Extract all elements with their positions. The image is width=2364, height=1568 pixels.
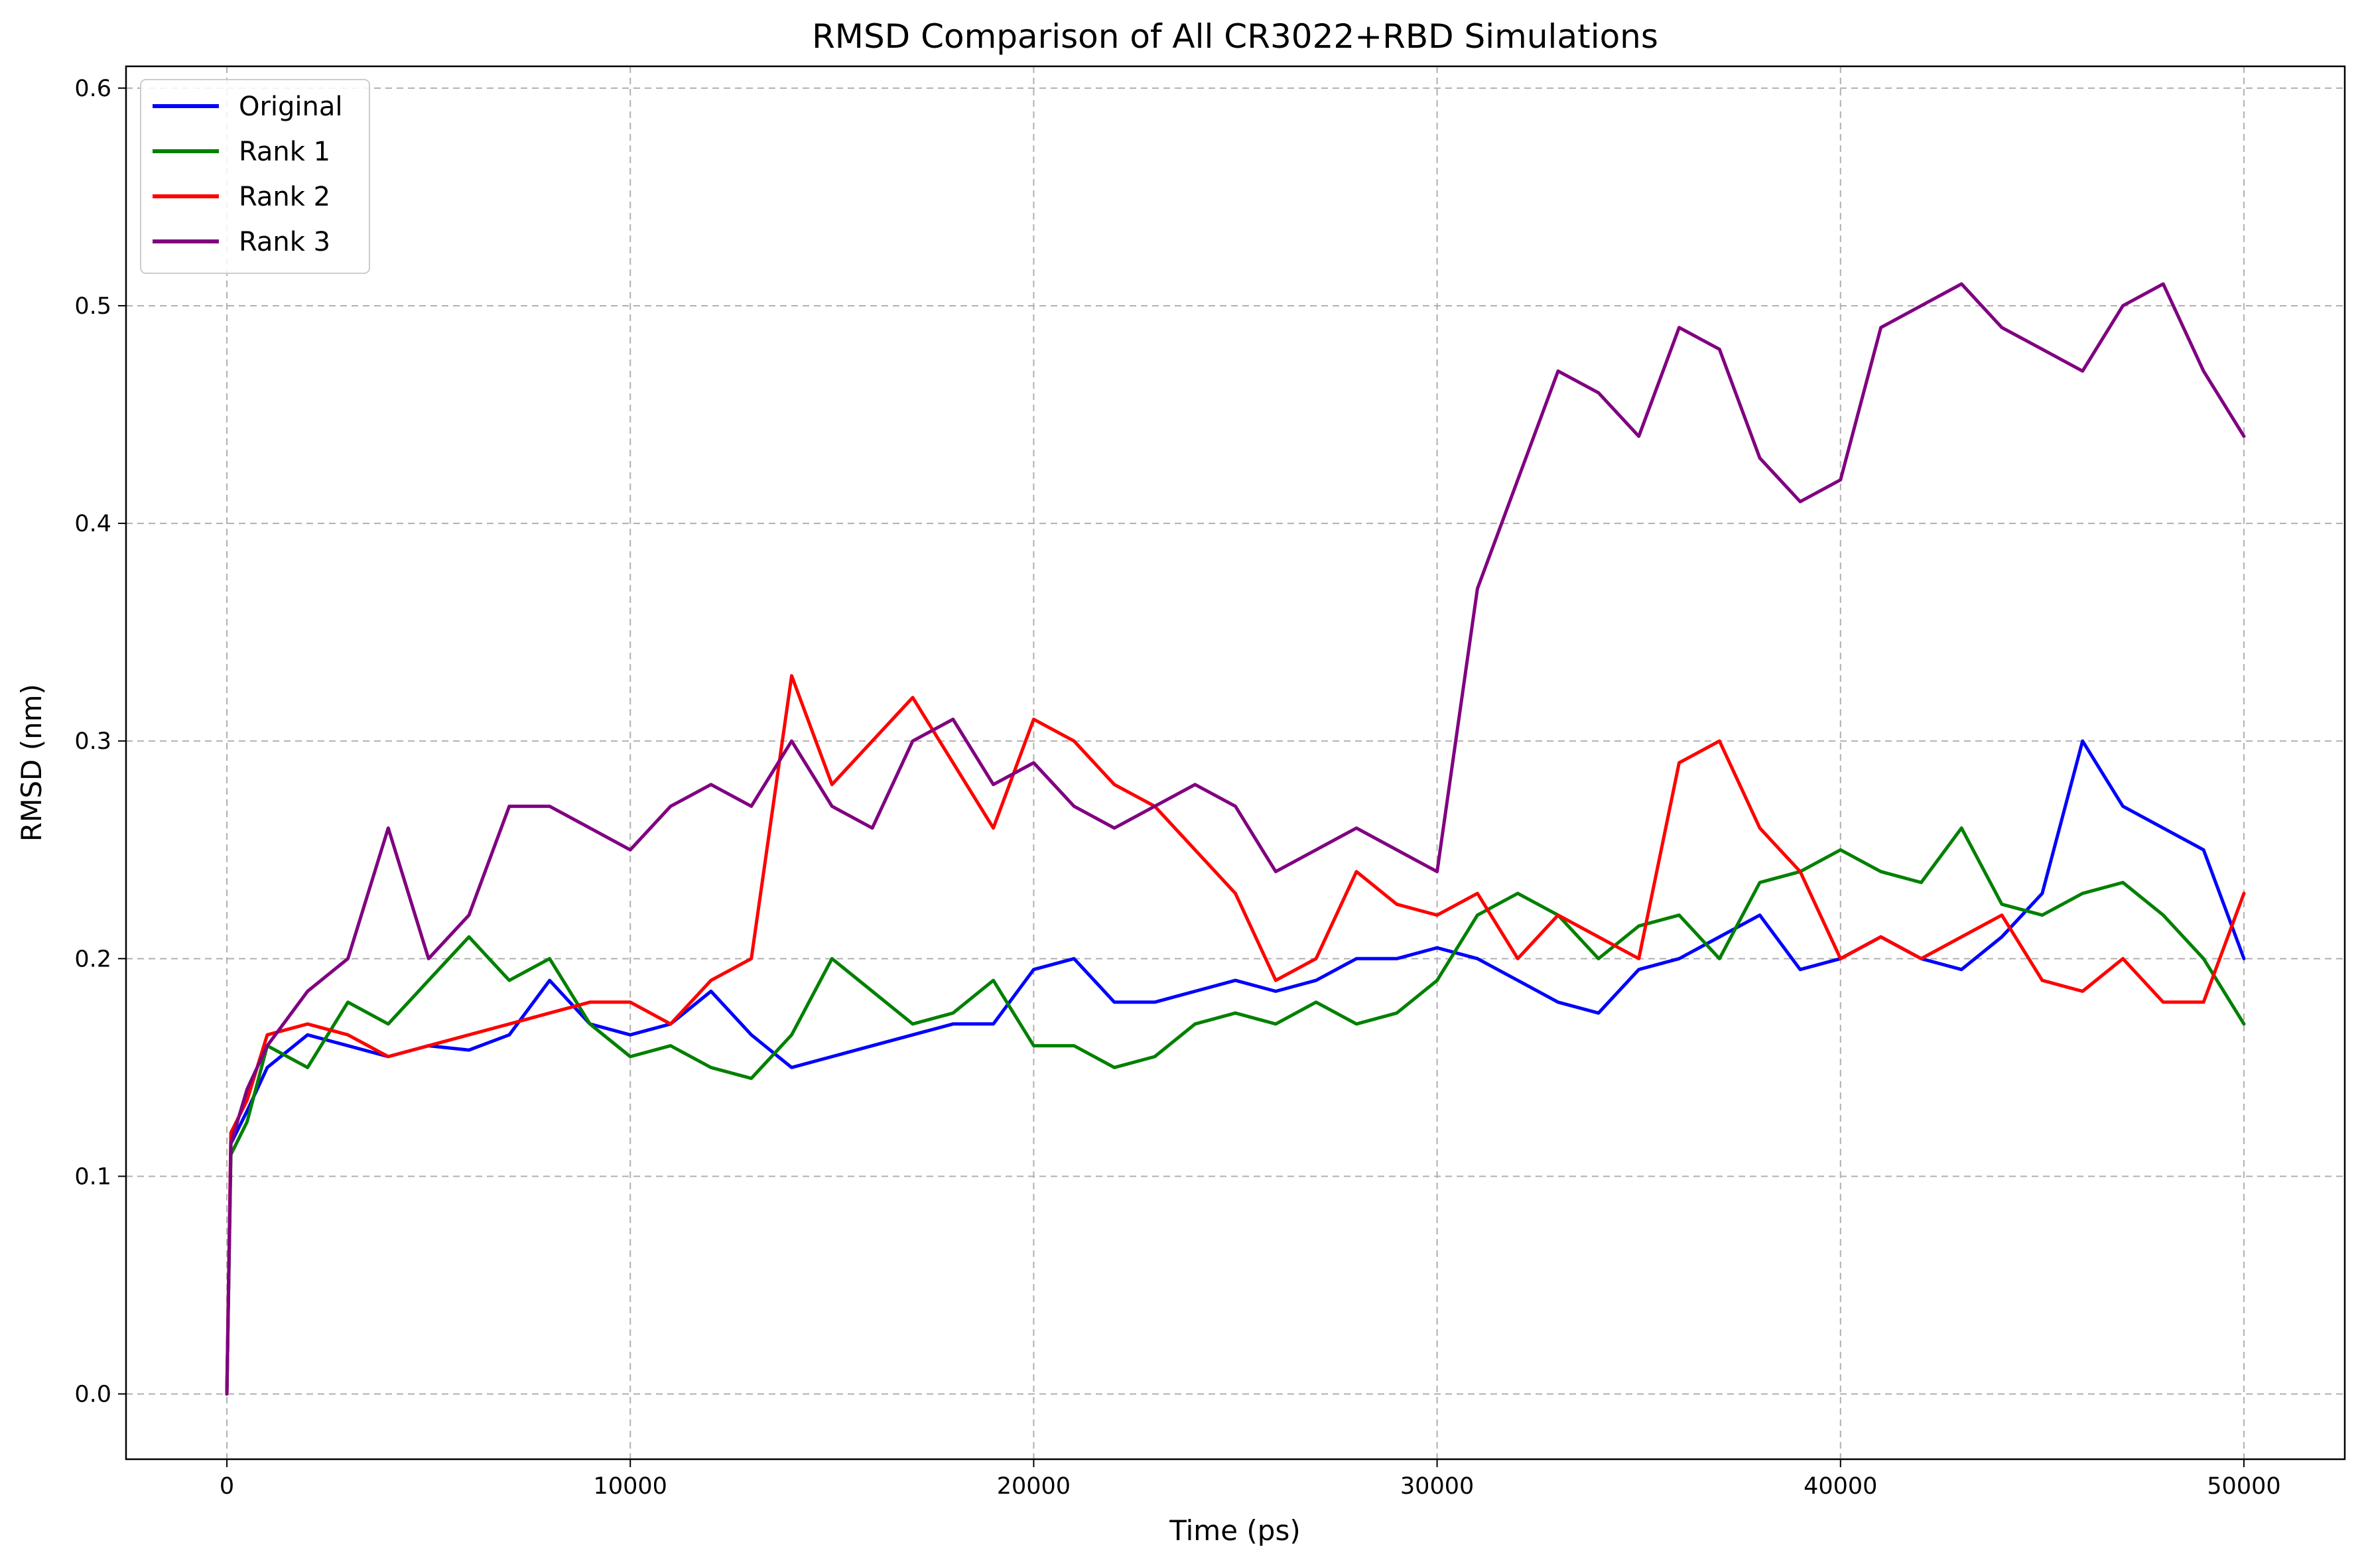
y-tick-label: 0.4	[74, 511, 111, 537]
legend-label: Rank 2	[239, 182, 330, 212]
chart-title: RMSD Comparison of All CR3022+RBD Simula…	[812, 17, 1658, 56]
y-axis-label: RMSD (nm)	[15, 684, 48, 842]
y-tick-label: 0.1	[74, 1163, 111, 1190]
series-line-original	[225, 739, 2246, 1396]
grid	[126, 66, 2345, 1459]
y-tick-label: 0.2	[74, 946, 111, 972]
legend-label: Rank 1	[239, 137, 330, 167]
series-line-rank-3	[225, 282, 2246, 1396]
series-line-rank-1	[225, 826, 2246, 1396]
legend: Original Rank 1 Rank 2 Rank 3	[140, 79, 370, 274]
x-tick-label: 10000	[594, 1473, 667, 1500]
x-tick-label: 20000	[997, 1473, 1071, 1500]
legend-label: Rank 3	[239, 227, 330, 257]
x-axis-label: Time (ps)	[1169, 1514, 1300, 1547]
x-tick-label: 0	[220, 1473, 234, 1500]
y-tick-label: 0.3	[74, 728, 111, 755]
legend-label: Original	[239, 92, 343, 122]
y-tick-label: 0.0	[74, 1382, 111, 1408]
x-tick-label: 30000	[1400, 1473, 1474, 1500]
x-tick-label: 50000	[2207, 1473, 2280, 1500]
plot-frame	[125, 65, 2346, 1461]
y-tick-label: 0.5	[74, 293, 111, 320]
x-tick-label: 40000	[1804, 1473, 1877, 1500]
axis-ticks: 0 10000 20000 30000 40000 50000 0.0 0.1 0.2 0.3 0.…	[74, 76, 2280, 1500]
plot-lines	[225, 282, 2246, 1396]
legend-box	[140, 79, 370, 274]
y-tick-label: 0.6	[74, 76, 111, 102]
series-line-rank-2	[225, 674, 2246, 1396]
